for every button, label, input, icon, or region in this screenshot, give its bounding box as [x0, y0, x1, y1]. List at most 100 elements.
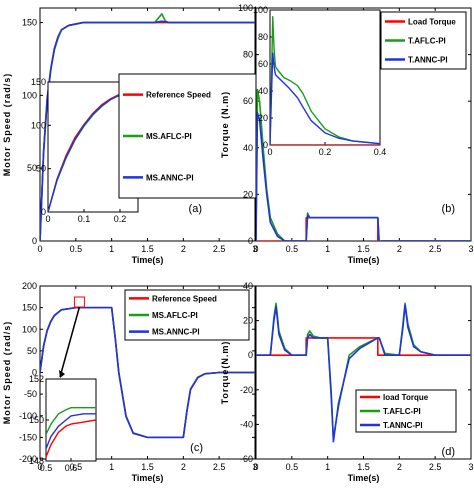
inset-y-tick-label: 148	[29, 456, 44, 466]
x-tick-label: 0	[37, 462, 42, 472]
legend-label: T.ANNC-PI	[408, 56, 448, 65]
y-tick-label: -200	[19, 454, 37, 464]
x-axis-label: Time(s)	[348, 473, 380, 483]
legend-label: MS.AFLC-PI	[152, 311, 198, 320]
x-tick-label: 1.5	[141, 244, 154, 254]
x-tick-label: 1	[325, 462, 330, 472]
y-axis-label: Torque (N.m)	[220, 91, 230, 158]
y-tick-label: 0	[248, 350, 253, 360]
y-tick-label: 100	[22, 90, 37, 100]
y-tick-label: -20	[240, 385, 253, 395]
panel-tag: (d)	[442, 446, 455, 458]
x-tick-label: 1	[109, 244, 114, 254]
x-tick-label: 2	[181, 462, 186, 472]
panel-tag: (a)	[189, 203, 202, 215]
x-tick-label: 1	[109, 462, 114, 472]
y-axis-label: Torque(N.m)	[220, 341, 230, 405]
x-tick-label: 0.5	[286, 462, 299, 472]
inset-x-tick-label: 0.2	[114, 214, 127, 224]
x-tick-label: 1.5	[357, 244, 370, 254]
x-axis-label: Time(s)	[132, 473, 164, 483]
x-tick-label: 3	[252, 462, 257, 472]
x-tick-label: 1.5	[141, 462, 154, 472]
x-tick-label: 2.5	[213, 462, 226, 472]
inset-x-tick-label: 0	[45, 214, 50, 224]
series-line-annc	[256, 304, 471, 443]
legend-label: T.ANNC-PI	[383, 421, 423, 430]
inset-x-tick-label: 0.6	[65, 463, 78, 473]
inset-y-tick-label: 100	[253, 5, 268, 15]
legend-label: load Torque	[383, 393, 429, 402]
inset-y-tick-label: 0	[41, 207, 46, 217]
x-tick-label: 1.5	[357, 462, 370, 472]
series-line-annc	[256, 112, 471, 241]
y-tick-label: 200	[22, 281, 37, 291]
inset-x-tick-label: 0.5	[40, 463, 53, 473]
y-tick-label: 0	[32, 368, 37, 378]
y-tick-label: 20	[243, 189, 253, 199]
legend-label: MS.ANNC-PI	[146, 173, 194, 182]
legend-label: MS.AFLC-PI	[146, 132, 192, 141]
y-tick-label: 40	[243, 281, 253, 291]
y-tick-label: 150	[22, 18, 37, 28]
series-line-annc	[40, 306, 255, 439]
x-tick-label: 2.5	[213, 244, 226, 254]
zoom-arrowhead	[59, 370, 65, 378]
y-tick-label: -50	[24, 389, 37, 399]
y-tick-label: -100	[19, 411, 37, 421]
x-tick-label: 2	[181, 244, 186, 254]
legend-label: T.AFLC-PI	[383, 407, 421, 416]
legend: Reference Speed MS.AFLC-PI MS.ANNC-PI	[124, 289, 250, 341]
legend-label: Reference Speed	[152, 294, 217, 303]
x-tick-label: 0.5	[70, 462, 83, 472]
legend-label: MS.ANNC-PI	[152, 328, 200, 337]
inset-x-tick-label: 0.4	[374, 147, 387, 157]
y-axis-label: Motor Speed (rad/s)	[2, 73, 12, 177]
x-tick-label: 0.5	[286, 244, 299, 254]
x-tick-label: 2	[397, 244, 402, 254]
y-tick-label: 0	[248, 236, 253, 246]
y-axis-label: Motor Speed (rad/s)	[2, 321, 12, 425]
y-tick-label: -40	[240, 419, 253, 429]
inset-x-tick-label: 0.1	[78, 214, 91, 224]
inset-y-tick-label: 80	[258, 32, 268, 42]
inset-plot: 0 0.2 0.4 0 20 40 60 80 100	[253, 5, 386, 157]
inset-series-line-annc	[46, 413, 96, 449]
legend-label: Reference Speed	[146, 91, 211, 100]
x-tick-label: 3	[252, 244, 257, 254]
inset-y-tick-label: 60	[258, 59, 268, 69]
legend: load Torque T.AFLC-PI T.ANNC-PI	[355, 389, 457, 433]
legend-label: T.AFLC-PI	[408, 37, 446, 46]
inset-series-line-aflc	[46, 407, 96, 435]
legend: Load Torque T.AFLC-PI T.ANNC-PI	[380, 11, 467, 70]
y-tick-label: 20	[243, 316, 253, 326]
legend-label: Load Torque	[408, 18, 456, 27]
x-axis-label: Time(s)	[132, 255, 164, 265]
inset-y-tick-label: 150	[29, 415, 44, 425]
inset-y-tick-label: 20	[258, 113, 268, 123]
inset-frame	[269, 9, 381, 146]
x-tick-label: 3	[468, 244, 473, 254]
panel-d: 0 0.5 1 1.5 2 2.5 3-60-40-2002040Time(s)Torque…	[220, 281, 474, 483]
y-tick-label: 80	[243, 50, 253, 60]
y-tick-label: -60	[240, 454, 253, 464]
x-tick-label: 3	[468, 462, 473, 472]
x-tick-label: 0	[253, 462, 258, 472]
y-tick-label: 100	[238, 3, 253, 13]
y-tick-label: 0	[32, 236, 37, 246]
x-tick-label: 1	[325, 244, 330, 254]
y-tick-label: 60	[243, 96, 253, 106]
inset-series-line-reference	[46, 419, 96, 458]
y-tick-label: 100	[22, 324, 37, 334]
x-tick-label: 0	[37, 244, 42, 254]
zoom-arrow	[59, 306, 81, 378]
x-tick-label: 2.5	[429, 462, 442, 472]
y-tick-label: 50	[27, 163, 37, 173]
y-tick-label: 40	[243, 143, 253, 153]
plot-frame	[255, 285, 472, 460]
x-tick-label: 0	[253, 244, 258, 254]
inset-y-tick-label: 50	[36, 164, 46, 174]
